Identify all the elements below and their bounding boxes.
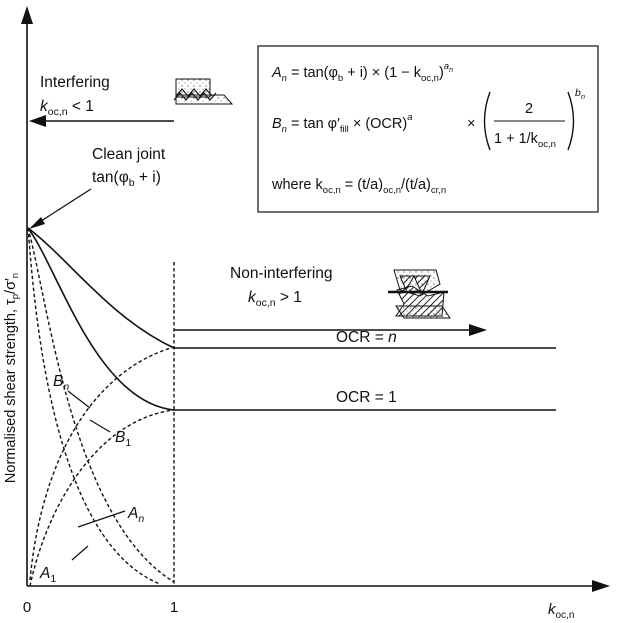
x-axis-label: koc,n [548, 601, 574, 621]
non-interfering-condition: koc,n > 1 [248, 289, 302, 309]
interfering-title: Interfering [40, 74, 110, 91]
clean-joint-pointer-head [29, 217, 45, 229]
label-a-1: A1 [39, 565, 56, 585]
equation-a-n: An = tan(φb + i) × (1 − koc,n)an [271, 61, 453, 84]
fraction-exponent: bn [575, 87, 585, 101]
x-tick-0: 0 [23, 599, 31, 616]
label-a-n: An [127, 505, 144, 525]
fraction-numerator: 2 [525, 101, 533, 117]
interfering-joint-icon [173, 78, 234, 105]
pointer-a-1 [71, 545, 89, 561]
label-ocr-n: OCR = n [336, 329, 397, 346]
pointer-a-n [77, 510, 126, 528]
label-b-n: Bn [53, 373, 69, 393]
y-axis-label: Normalised shear strength, τp/σ′n [3, 273, 21, 483]
equation-k-definition: where koc,n = (t/a)oc,n/(t/a)cr,n [271, 177, 446, 196]
equation-b-n: Bn = tan φ′fill × (OCR)a [272, 112, 413, 135]
clean-joint-pointer [37, 188, 92, 224]
non-interfering-arrowhead [469, 324, 487, 336]
fraction-right-paren [567, 91, 575, 151]
pointer-b-1 [89, 419, 111, 433]
label-ocr-1: OCR = 1 [336, 389, 397, 406]
equation-b-n-times: × [467, 116, 475, 132]
interfering-condition: koc,n < 1 [40, 98, 94, 118]
non-interfering-joint-icon [388, 269, 451, 319]
y-axis-arrowhead [21, 6, 33, 24]
clean-joint-label: Clean joint [92, 146, 166, 163]
curve-ocr-1 [27, 227, 556, 411]
non-interfering-title: Non-interfering [230, 265, 333, 282]
label-b-1: B1 [115, 429, 131, 449]
curve-a-1 [27, 227, 161, 585]
curve-b-n [29, 346, 175, 581]
curve-a-n [27, 227, 175, 583]
fraction-denominator: 1 + 1/koc,n [494, 131, 556, 150]
fraction-left-paren [483, 91, 491, 151]
interfering-arrowhead [29, 115, 46, 127]
pointer-b-n [67, 390, 91, 409]
curve-ocr-n [27, 227, 556, 349]
x-axis-arrowhead [592, 580, 610, 592]
x-tick-1: 1 [170, 599, 178, 616]
curve-b-1 [29, 409, 175, 587]
clean-joint-formula: tan(φb + i) [92, 169, 161, 189]
equation-box [257, 45, 599, 213]
